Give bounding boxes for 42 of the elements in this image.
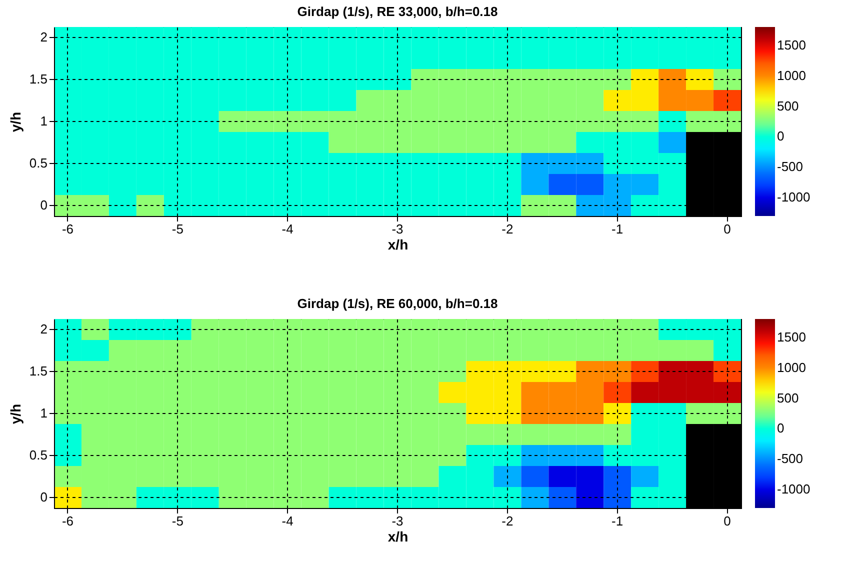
x-tick-label: -2 [502, 222, 514, 236]
color-bar-label: -1000 [777, 190, 810, 205]
x-tick-label: -5 [172, 222, 184, 236]
color-bar-label: 1000 [777, 360, 806, 375]
color-bar-label: 0 [777, 420, 784, 436]
color-bar-label: -1000 [777, 482, 810, 497]
color-bar-label: 500 [777, 390, 799, 406]
color-bar-label: 1500 [777, 37, 806, 52]
color-bar-label: 1000 [777, 68, 806, 83]
y-axis-title: y/h [7, 404, 24, 424]
x-tick-label: -1 [612, 222, 624, 236]
color-bar-label: 1500 [777, 329, 806, 344]
x-tick-label: -2 [502, 514, 514, 528]
color-bar-label: -500 [777, 159, 804, 174]
x-tick-label: -1 [612, 514, 624, 528]
x-tick-label: -6 [62, 514, 74, 528]
chart-title: Girdap (1/s), RE 60,000, b/h=0.18 [297, 296, 498, 311]
chart-title: Girdap (1/s), RE 33,000, b/h=0.18 [297, 4, 498, 19]
x-axis-title: x/h [388, 236, 408, 252]
y-tick-label: 2 [40, 30, 48, 44]
y-axis-title: y/h [7, 112, 24, 132]
x-tick-label: 0 [724, 514, 731, 528]
y-tick-label: 0.5 [29, 448, 48, 462]
color-bar-label: 500 [777, 98, 799, 114]
x-tick-label: -6 [62, 222, 74, 236]
y-tick-label: 0 [40, 198, 48, 212]
x-tick-label: -3 [392, 222, 404, 236]
x-axis-title: x/h [388, 528, 408, 544]
y-tick-label: 1.5 [29, 364, 48, 378]
color-bar-label: -500 [777, 451, 804, 466]
x-tick-label: -4 [282, 514, 294, 528]
x-tick-label: -5 [172, 514, 184, 528]
color-bar-label: 0 [777, 128, 784, 144]
y-tick-label: 0.5 [29, 156, 48, 170]
x-tick-label: -3 [392, 514, 404, 528]
x-tick-label: 0 [724, 222, 731, 236]
y-tick-label: 0 [40, 490, 48, 504]
x-tick-label: -4 [282, 222, 294, 236]
y-tick-label: 1 [40, 114, 48, 128]
y-tick-label: 2 [40, 322, 48, 336]
y-tick-label: 1 [40, 406, 48, 420]
y-tick-label: 1.5 [29, 72, 48, 86]
